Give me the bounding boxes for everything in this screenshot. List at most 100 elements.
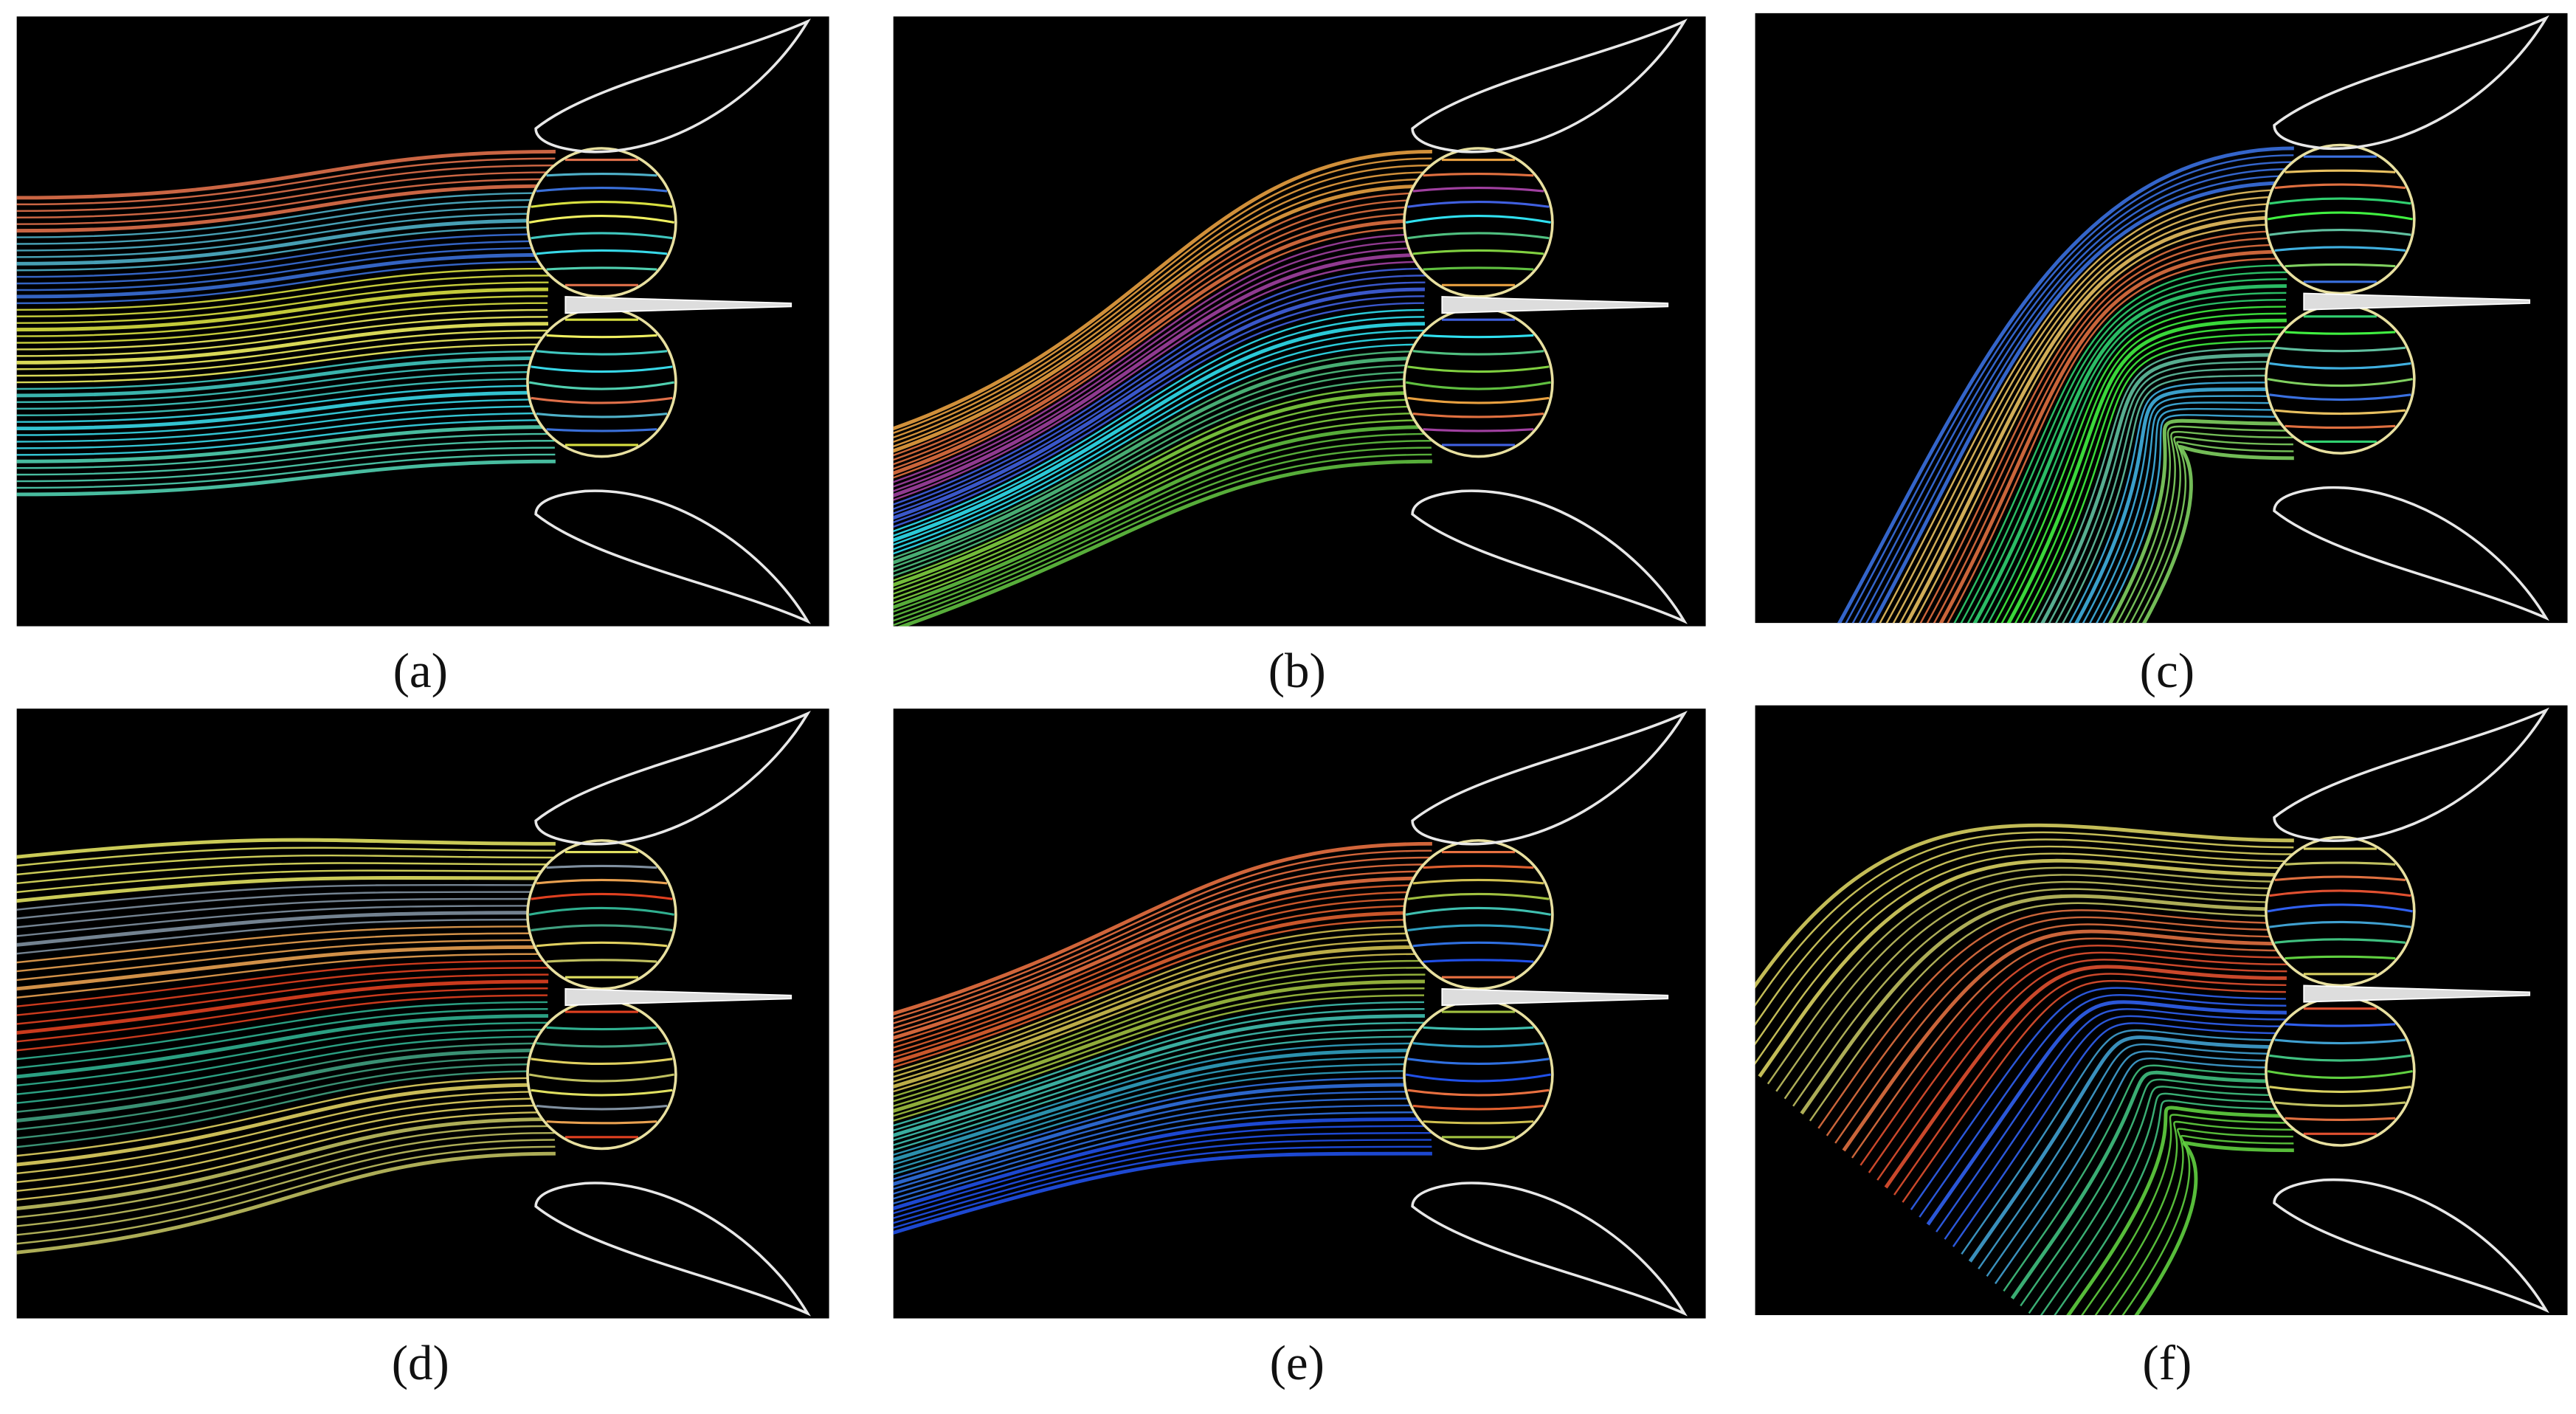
streamline bbox=[16, 1048, 550, 1122]
streamline bbox=[893, 246, 1427, 492]
streamline bbox=[893, 959, 1426, 1097]
streamline bbox=[16, 157, 556, 206]
streamline bbox=[2054, 1100, 2292, 1316]
streamline bbox=[16, 994, 548, 1052]
rotor-streamline bbox=[2269, 197, 2411, 205]
streamline bbox=[893, 192, 1430, 457]
streamline bbox=[16, 1001, 548, 1060]
rotor-streamline bbox=[528, 381, 674, 390]
streamline bbox=[2122, 430, 2293, 624]
streamline bbox=[16, 184, 554, 233]
streamline bbox=[893, 233, 1428, 483]
bottom-vane bbox=[2273, 1178, 2549, 1314]
streamline bbox=[893, 364, 1427, 568]
streamline bbox=[16, 226, 552, 272]
streamline bbox=[2028, 1086, 2291, 1314]
streamline bbox=[893, 295, 1425, 524]
rotor-streamline bbox=[546, 959, 657, 963]
streamline bbox=[16, 939, 550, 982]
rotor-streamline bbox=[536, 187, 668, 193]
streamline bbox=[893, 1083, 1429, 1186]
streamline bbox=[2010, 1070, 2290, 1300]
streamline bbox=[893, 1042, 1426, 1156]
streamline bbox=[893, 1125, 1431, 1215]
streamline bbox=[16, 1111, 553, 1201]
streamline bbox=[893, 932, 1428, 1078]
streamline bbox=[2048, 360, 2289, 624]
streamline bbox=[1892, 202, 2291, 624]
rotor-streamline bbox=[531, 892, 673, 900]
rotor-streamline bbox=[2285, 263, 2396, 268]
rotor-streamline bbox=[536, 412, 668, 418]
streamline bbox=[16, 149, 556, 200]
rotor-streamline bbox=[1412, 878, 1544, 885]
rotor-outline bbox=[1403, 839, 1554, 990]
needle bbox=[564, 987, 793, 1007]
streamline bbox=[893, 378, 1428, 577]
streamline bbox=[16, 883, 553, 911]
streamline bbox=[16, 1069, 551, 1148]
streamline bbox=[16, 252, 550, 299]
rotor-streamline bbox=[546, 266, 657, 271]
streamline bbox=[1755, 831, 2294, 1007]
streamline bbox=[2040, 353, 2289, 624]
streamline bbox=[16, 1008, 548, 1069]
streamline bbox=[893, 1008, 1425, 1132]
rotor-streamline bbox=[1407, 200, 1550, 208]
rotor-streamline bbox=[1412, 249, 1544, 255]
streamline bbox=[893, 925, 1428, 1073]
rotor-streamline bbox=[2269, 228, 2411, 236]
panel-caption: (c) bbox=[2140, 644, 2195, 698]
streamline bbox=[1972, 284, 2287, 624]
streamline bbox=[893, 1014, 1425, 1137]
rotor-streamline bbox=[1407, 1058, 1550, 1066]
streamline bbox=[1966, 278, 2287, 624]
streamline bbox=[16, 1117, 554, 1211]
needle bbox=[2303, 292, 2531, 311]
streamline bbox=[893, 918, 1429, 1069]
streamline bbox=[1926, 1000, 2287, 1226]
streamline bbox=[16, 412, 553, 449]
top-vane bbox=[534, 711, 811, 846]
streamline bbox=[893, 1077, 1429, 1181]
streamline bbox=[1884, 965, 2287, 1189]
rotor-streamline bbox=[1423, 334, 1534, 339]
streamline bbox=[16, 419, 553, 456]
rotor-streamline bbox=[2267, 1069, 2413, 1079]
streamline bbox=[1845, 154, 2294, 624]
streamline bbox=[893, 164, 1432, 439]
streamline bbox=[1885, 196, 2292, 624]
streamline bbox=[16, 302, 548, 344]
streamline bbox=[893, 329, 1426, 546]
rotor-streamline bbox=[2285, 861, 2396, 866]
streamline bbox=[1913, 223, 2290, 624]
streamline bbox=[16, 1139, 555, 1236]
streamline bbox=[897, 459, 1432, 627]
streamline bbox=[16, 205, 553, 252]
streamline bbox=[16, 337, 549, 377]
streamline bbox=[1995, 1057, 2290, 1285]
streamline bbox=[893, 1097, 1429, 1195]
rotor-streamline bbox=[546, 864, 657, 869]
bottom-vane bbox=[1411, 1182, 1688, 1317]
streamline bbox=[893, 275, 1426, 510]
streamline bbox=[893, 987, 1425, 1117]
streamline bbox=[16, 897, 553, 928]
bottom-vane bbox=[534, 1182, 811, 1317]
needle bbox=[564, 296, 793, 314]
streamline bbox=[16, 918, 552, 955]
streamline bbox=[1919, 230, 2290, 624]
streamline bbox=[893, 994, 1424, 1122]
rotor-fill bbox=[2265, 305, 2414, 454]
streamline bbox=[893, 953, 1426, 1093]
streamline bbox=[16, 1097, 553, 1184]
streamline bbox=[893, 343, 1426, 555]
streamline bbox=[16, 987, 548, 1043]
streamline bbox=[1767, 866, 2292, 1085]
rotor-streamline bbox=[1407, 924, 1550, 932]
streamline bbox=[2000, 312, 2287, 624]
streamline bbox=[16, 405, 553, 443]
rotor-streamline bbox=[1407, 396, 1550, 404]
streamline bbox=[16, 1145, 556, 1245]
top-vane bbox=[1411, 711, 1688, 846]
